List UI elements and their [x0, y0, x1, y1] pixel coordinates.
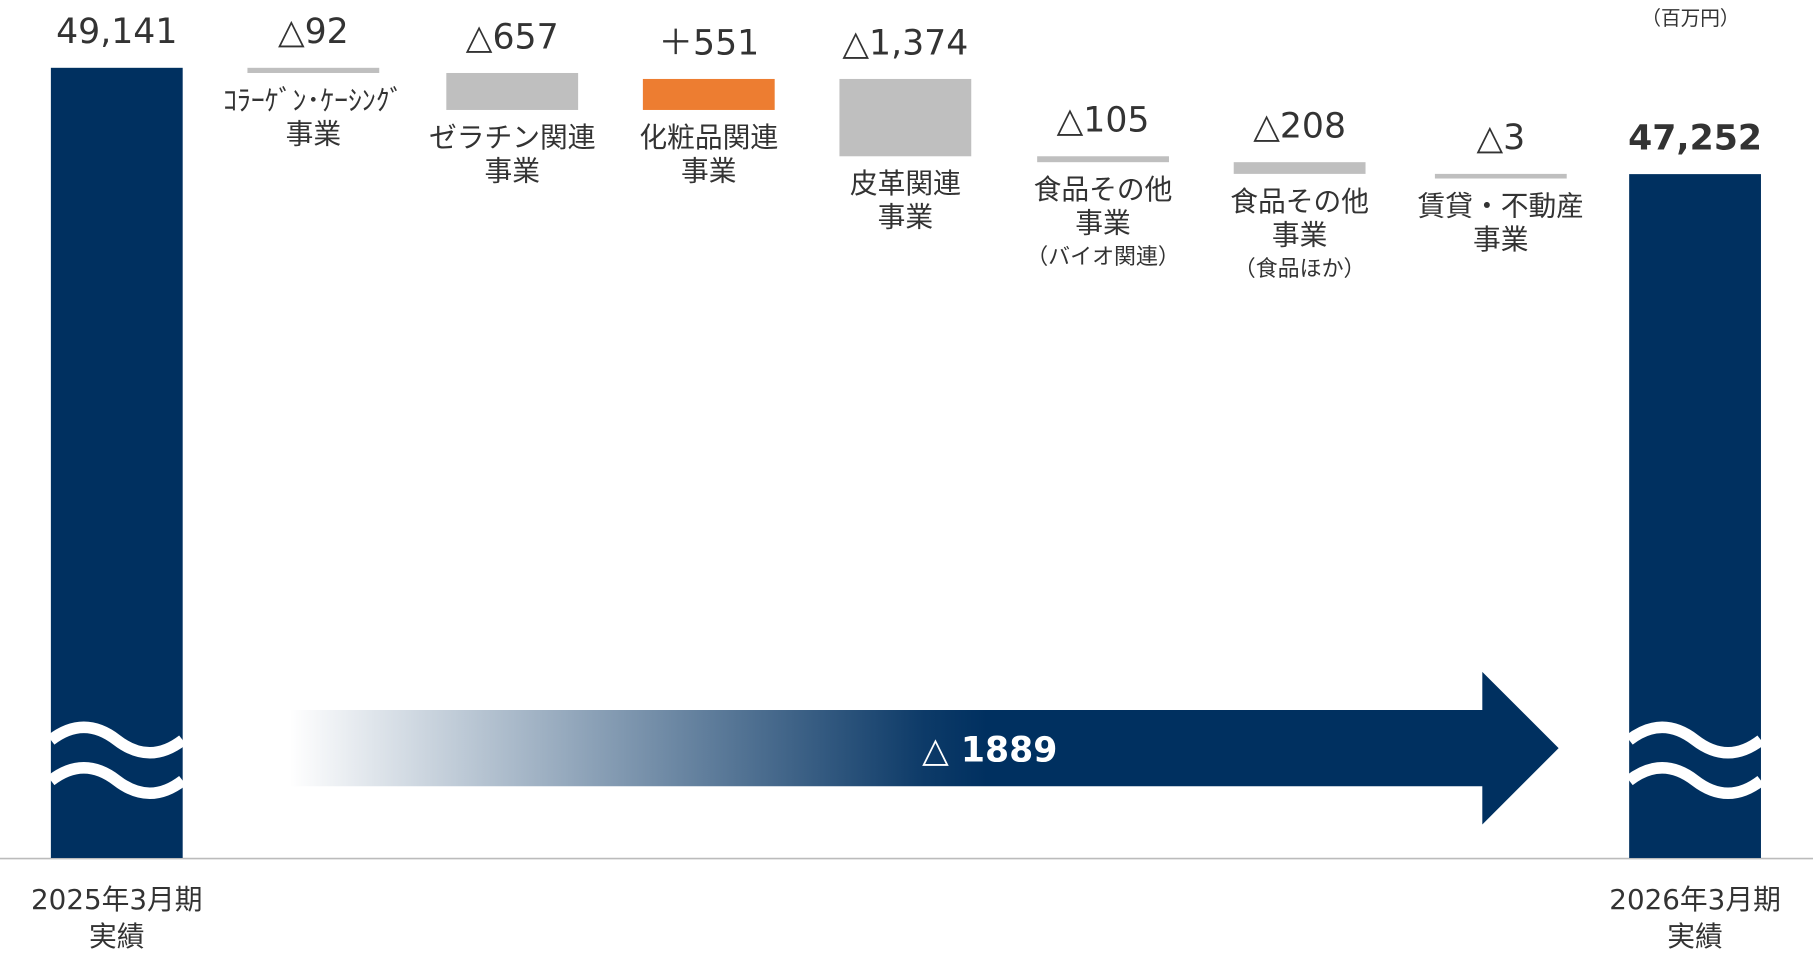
category-label: 事業	[1272, 218, 1328, 251]
category-label: 食品その他	[1034, 173, 1173, 206]
bar	[446, 72, 579, 110]
category-label: ゼラチン関連	[429, 121, 596, 154]
category-label: 化粧品関連	[639, 121, 778, 154]
axis-break	[47, 721, 187, 759]
total-change-arrow	[289, 671, 1559, 825]
category-label: 事業	[484, 154, 540, 187]
value-label: △3	[1476, 118, 1525, 158]
unit-label: （百万円）	[1641, 7, 1739, 30]
bar	[1037, 156, 1169, 163]
value-label: △1,374	[842, 23, 968, 63]
value-label: △105	[1057, 101, 1150, 141]
bar	[1233, 162, 1366, 174]
bar	[839, 78, 972, 157]
axis-break	[47, 762, 187, 799]
category-label: 皮革関連	[850, 167, 961, 200]
category-label: 事業	[681, 154, 737, 187]
category-label: 実績	[89, 920, 145, 953]
category-label: 事業	[1473, 223, 1529, 256]
category-label: 実績	[1667, 920, 1723, 953]
axis-break	[1625, 721, 1765, 759]
category-label: 事業	[286, 117, 342, 150]
value-label: 47,252	[1628, 118, 1762, 158]
category-label: 食品その他	[1230, 185, 1369, 218]
total-change-label: △ 1889	[922, 731, 1057, 771]
category-label: ｺﾗｰｹﾞﾝ･ｹｰｼﾝｸﾞ	[223, 84, 403, 117]
category-label: （バイオ関連）	[1026, 245, 1180, 270]
category-label: 事業	[1075, 207, 1131, 240]
category-label: 事業	[878, 201, 934, 234]
bar	[642, 78, 775, 110]
bar	[1434, 173, 1567, 179]
bar	[247, 67, 380, 73]
axis-break	[1625, 762, 1765, 799]
value-label: △208	[1253, 106, 1346, 146]
category-label: 賃貸・不動産	[1418, 189, 1585, 222]
category-label: 2025年3月期	[31, 883, 203, 916]
category-label: 2026年3月期	[1609, 883, 1781, 916]
value-label: △657	[466, 17, 559, 57]
value-label: △92	[278, 12, 349, 52]
value-label: ＋551	[658, 23, 759, 63]
value-label: 49,141	[56, 12, 177, 52]
category-label: （食品ほか）	[1234, 257, 1366, 282]
